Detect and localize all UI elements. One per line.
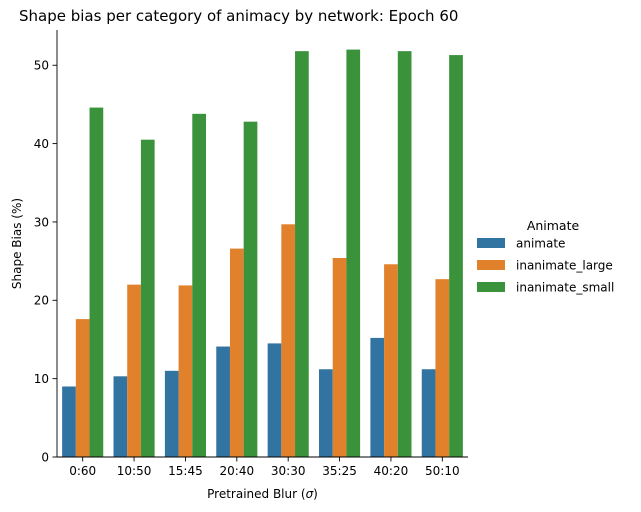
legend-label-inanimate_large: inanimate_large xyxy=(516,259,613,273)
bars-group xyxy=(62,49,463,458)
bar-inanimate_small-40:20 xyxy=(397,51,412,458)
bar-inanimate_small-50:10 xyxy=(449,55,463,457)
y-tick-label: 30 xyxy=(34,215,49,229)
bar-animate-20:40 xyxy=(216,346,230,457)
legend: Animate animate inanimate_large inanimate_… xyxy=(477,218,614,295)
bar-inanimate_small-10:50 xyxy=(140,139,155,457)
bar-inanimate_small-15:45 xyxy=(192,113,206,457)
bar-inanimate_small-20:40 xyxy=(243,121,258,458)
bar-inanimate_small-35:25 xyxy=(346,49,361,458)
legend-title: Animate xyxy=(527,218,580,233)
bar-inanimate_small-0:60 xyxy=(89,107,104,457)
bar-animate-10:50 xyxy=(113,376,128,457)
x-tick-label: 0:60 xyxy=(69,464,96,478)
bar-inanimate_large-30:30 xyxy=(281,224,296,457)
chart-title: Shape bias per category of animacy by ne… xyxy=(19,7,458,25)
x-tick-label: 15:45 xyxy=(168,464,203,478)
legend-swatch-inanimate_large xyxy=(477,260,505,270)
y-ticks-group: 0 10 20 30 40 50 xyxy=(34,59,57,464)
y-tick-label: 10 xyxy=(34,372,49,386)
x-ticks-group: 0:60 10:50 15:45 20:40 30:30 35:25 40:20 50:10 xyxy=(69,457,460,478)
bar-inanimate_large-35:25 xyxy=(332,257,347,457)
y-tick-label: 20 xyxy=(34,294,49,308)
bar-animate-40:20 xyxy=(370,337,385,457)
y-tick-label: 0 xyxy=(41,450,49,464)
y-tick-label: 40 xyxy=(34,137,49,151)
legend-label-inanimate_small: inanimate_small xyxy=(516,281,614,295)
x-axis-label: Pretrained Blur (σ) xyxy=(207,487,318,501)
x-tick-label: 10:50 xyxy=(117,464,152,478)
x-tick-label: 35:25 xyxy=(322,464,357,478)
legend-swatch-animate xyxy=(477,238,505,248)
bar-animate-50:10 xyxy=(421,369,436,457)
bar-inanimate_large-10:50 xyxy=(127,284,141,457)
x-tick-label: 40:20 xyxy=(374,464,409,478)
bar-inanimate_small-30:30 xyxy=(295,51,309,458)
y-tick-label: 50 xyxy=(34,59,49,73)
legend-swatch-inanimate_small xyxy=(477,282,505,292)
y-axis-label: Shape Bias (%) xyxy=(10,198,24,289)
bar-inanimate_large-40:20 xyxy=(384,264,398,457)
x-tick-label: 50:10 xyxy=(425,464,460,478)
bar-animate-0:60 xyxy=(62,386,76,457)
bar-animate-15:45 xyxy=(164,370,179,457)
bar-animate-35:25 xyxy=(319,369,333,457)
bar-inanimate_large-15:45 xyxy=(178,285,193,457)
x-tick-label: 30:30 xyxy=(271,464,306,478)
bar-inanimate_large-20:40 xyxy=(229,248,244,457)
bar-inanimate_large-0:60 xyxy=(75,319,90,457)
bar-animate-30:30 xyxy=(267,343,282,457)
bar-inanimate_large-50:10 xyxy=(435,279,450,457)
x-tick-label: 20:40 xyxy=(220,464,255,478)
legend-label-animate: animate xyxy=(516,237,565,251)
